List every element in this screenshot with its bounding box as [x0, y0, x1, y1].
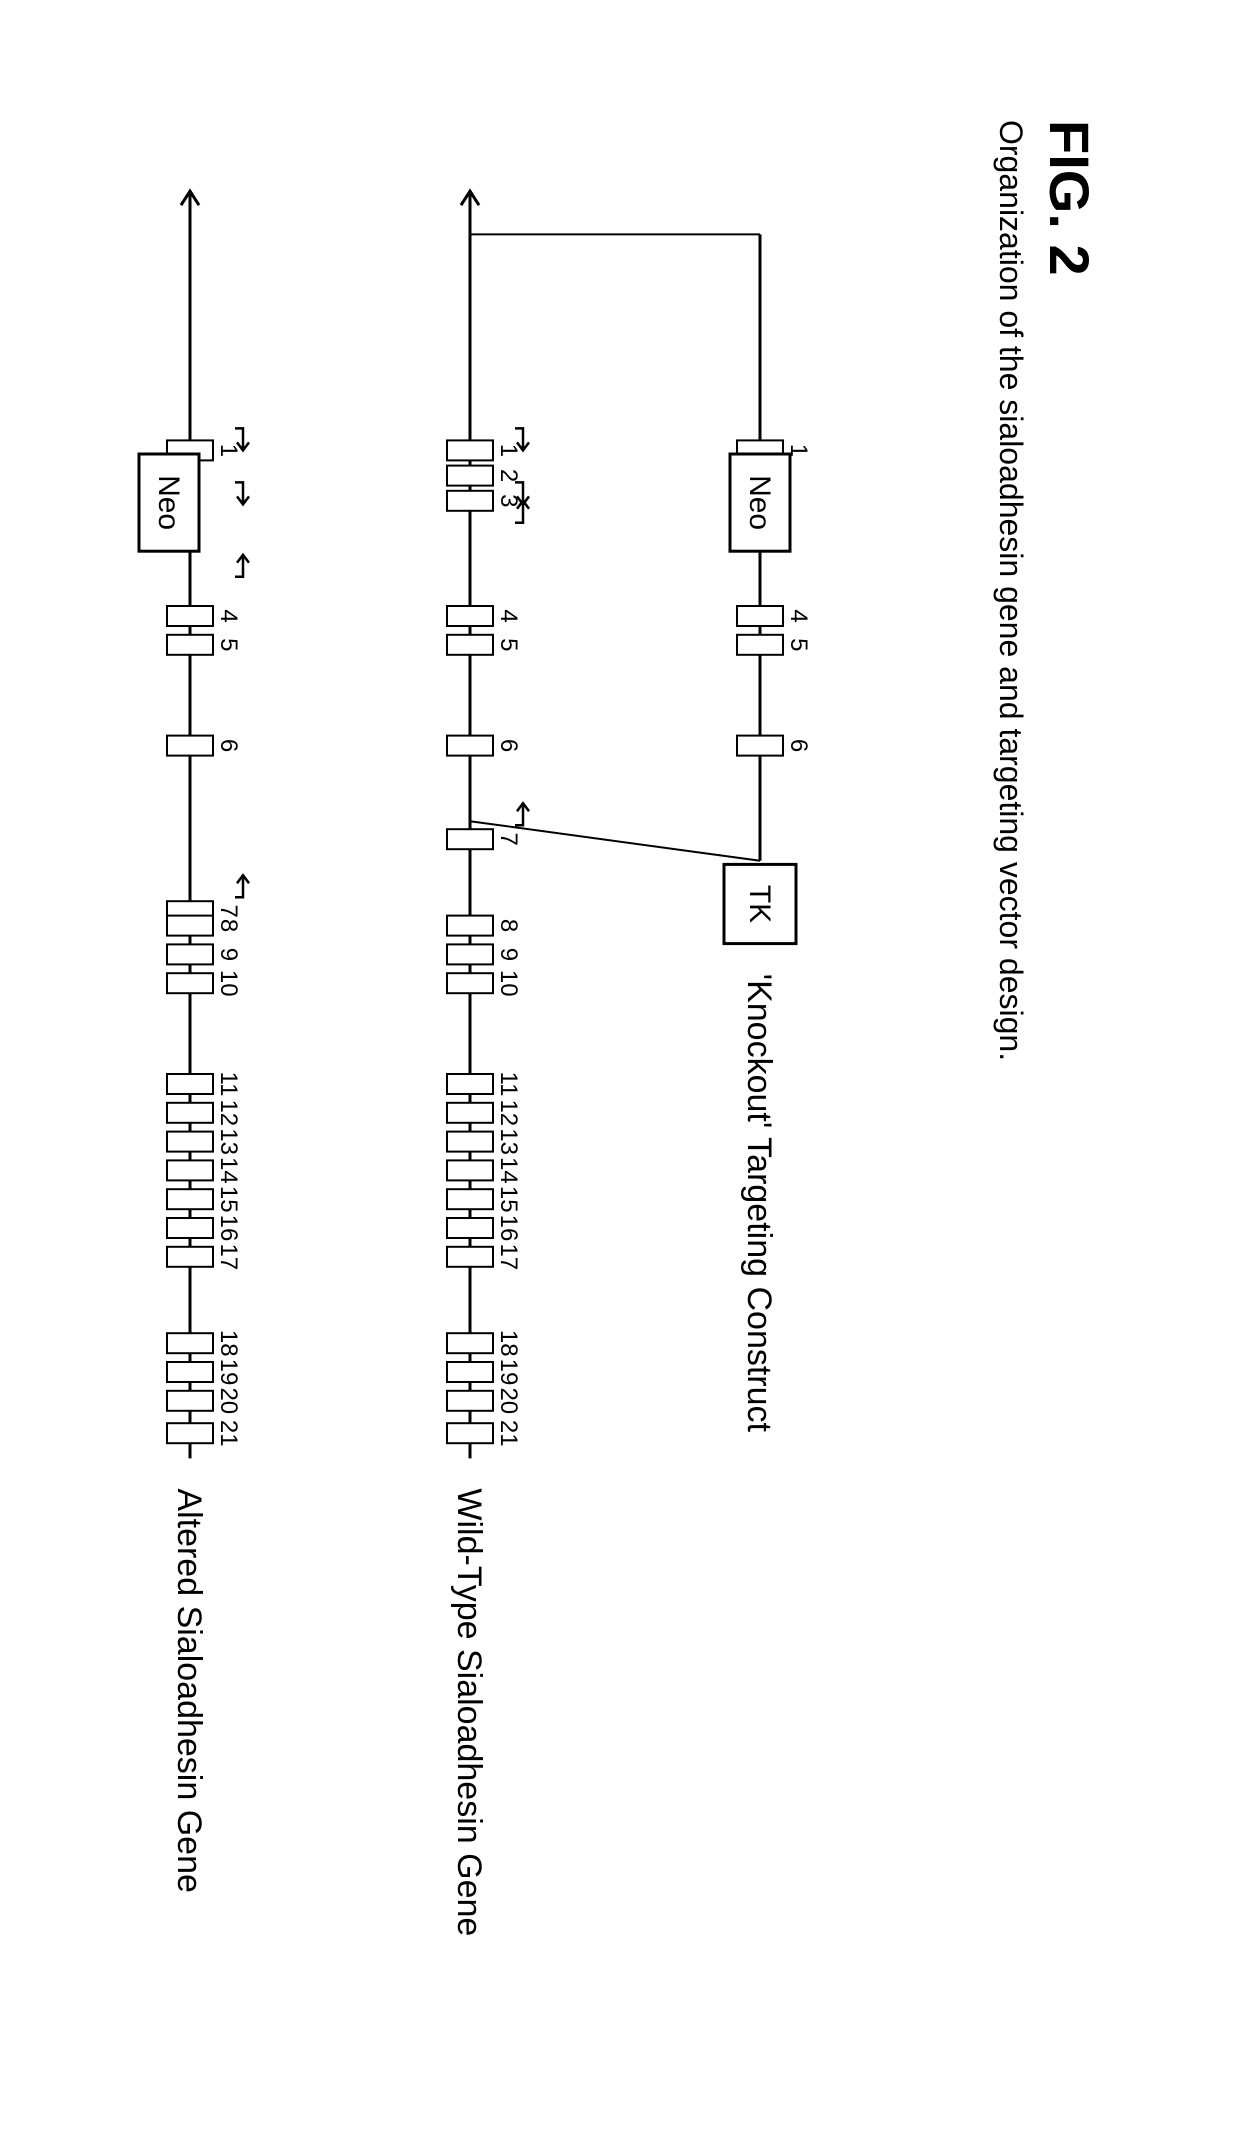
exon-box — [167, 1189, 213, 1209]
exon-number: 10 — [495, 970, 522, 997]
exon-box — [447, 1103, 493, 1123]
exon-number: 12 — [215, 1099, 242, 1126]
exon-box — [167, 1391, 213, 1411]
gene-diagram: FIG. 2Organization of the sialoadhesin g… — [0, 0, 1240, 2130]
exon-number: 17 — [495, 1243, 522, 1270]
exon-number: 5 — [495, 638, 522, 651]
exon-box — [167, 1132, 213, 1152]
track-label: Wild-Type Sialoadhesin Gene — [450, 1488, 488, 1936]
exon-number: 5 — [215, 638, 242, 651]
exon-number: 4 — [495, 609, 522, 622]
exon-number: 8 — [215, 919, 242, 932]
track-label: 'Knockout' Targeting Construct — [740, 974, 778, 1433]
track-label: Altered Sialoadhesin Gene — [170, 1488, 208, 1893]
exon-box — [167, 635, 213, 655]
exon-number: 6 — [495, 739, 522, 752]
primer-arrow-icon — [515, 803, 529, 825]
exon-box — [737, 736, 783, 756]
exon-box — [167, 916, 213, 936]
primer-arrow-icon — [235, 555, 249, 577]
exon-number: 11 — [215, 1072, 242, 1097]
cassette-label: Neo — [743, 475, 776, 530]
exon-box — [167, 1218, 213, 1238]
exon-box — [447, 635, 493, 655]
exon-box — [167, 1423, 213, 1443]
exon-box — [167, 1362, 213, 1382]
exon-number: 6 — [785, 739, 812, 752]
exon-box — [447, 973, 493, 993]
exon-box — [447, 1160, 493, 1180]
exon-box — [447, 1132, 493, 1152]
exon-box — [447, 491, 493, 511]
exon-number: 15 — [495, 1186, 522, 1213]
exon-box — [447, 1333, 493, 1353]
exon-box — [447, 1218, 493, 1238]
exon-number: 21 — [495, 1420, 522, 1447]
track-wildtype: 123456789101112131415161718192021Wild-Ty… — [447, 191, 529, 1936]
exon-number: 15 — [215, 1186, 242, 1213]
figure-subtitle: Organization of the sialoadhesin gene an… — [993, 120, 1029, 1061]
exon-box — [447, 944, 493, 964]
exon-number: 18 — [215, 1330, 242, 1357]
exon-number: 14 — [495, 1157, 522, 1184]
exon-number: 16 — [495, 1215, 522, 1242]
exon-box — [167, 1160, 213, 1180]
cassette-label: Neo — [152, 475, 185, 530]
exon-number: 19 — [495, 1359, 522, 1386]
exon-box — [447, 1247, 493, 1267]
exon-number: 20 — [495, 1387, 522, 1414]
exon-number: 11 — [495, 1072, 522, 1097]
exon-box — [167, 1247, 213, 1267]
exon-number: 20 — [215, 1387, 242, 1414]
exon-box — [447, 829, 493, 849]
rotated-canvas: FIG. 2Organization of the sialoadhesin g… — [0, 0, 1240, 2130]
exon-number: 18 — [495, 1330, 522, 1357]
figure-stage: FIG. 2Organization of the sialoadhesin g… — [0, 0, 1240, 2130]
exon-box — [447, 1189, 493, 1209]
exon-box — [167, 606, 213, 626]
exon-box — [167, 1074, 213, 1094]
exon-number: 9 — [215, 948, 242, 961]
exon-number: 13 — [495, 1128, 522, 1155]
exon-number: 6 — [215, 739, 242, 752]
exon-number: 13 — [215, 1128, 242, 1155]
exon-number: 9 — [495, 948, 522, 961]
exon-number: 7 — [495, 833, 522, 846]
exon-box — [167, 1103, 213, 1123]
primer-arrow-icon — [235, 482, 249, 504]
cassette-label: TK — [743, 885, 776, 923]
exon-box — [447, 916, 493, 936]
exon-box — [167, 944, 213, 964]
exon-number: 16 — [215, 1215, 242, 1242]
figure-title: FIG. 2 — [1038, 120, 1101, 276]
exon-number: 21 — [215, 1420, 242, 1447]
exon-box — [737, 606, 783, 626]
exon-number: 14 — [215, 1157, 242, 1184]
exon-number: 4 — [785, 609, 812, 622]
exon-number: 5 — [785, 638, 812, 651]
exon-box — [447, 736, 493, 756]
exon-number: 10 — [215, 970, 242, 997]
exon-box — [447, 1423, 493, 1443]
exon-box — [447, 1391, 493, 1411]
exon-number: 17 — [215, 1243, 242, 1270]
primer-arrow-icon — [235, 875, 249, 897]
exon-number: 2 — [495, 469, 522, 482]
exon-box — [447, 466, 493, 486]
exon-number: 4 — [215, 609, 242, 622]
exon-box — [167, 1333, 213, 1353]
exon-number: 19 — [215, 1359, 242, 1386]
exon-number: 12 — [495, 1099, 522, 1126]
exon-box — [447, 440, 493, 460]
exon-box — [167, 736, 213, 756]
track-altered: 1456789101112131415161718192021NeoAltere… — [139, 191, 249, 1893]
exon-number: 7 — [215, 905, 242, 918]
exon-box — [447, 1074, 493, 1094]
exon-box — [447, 1362, 493, 1382]
exon-box — [447, 606, 493, 626]
exon-box — [737, 635, 783, 655]
exon-box — [167, 973, 213, 993]
exon-number: 8 — [495, 919, 522, 932]
